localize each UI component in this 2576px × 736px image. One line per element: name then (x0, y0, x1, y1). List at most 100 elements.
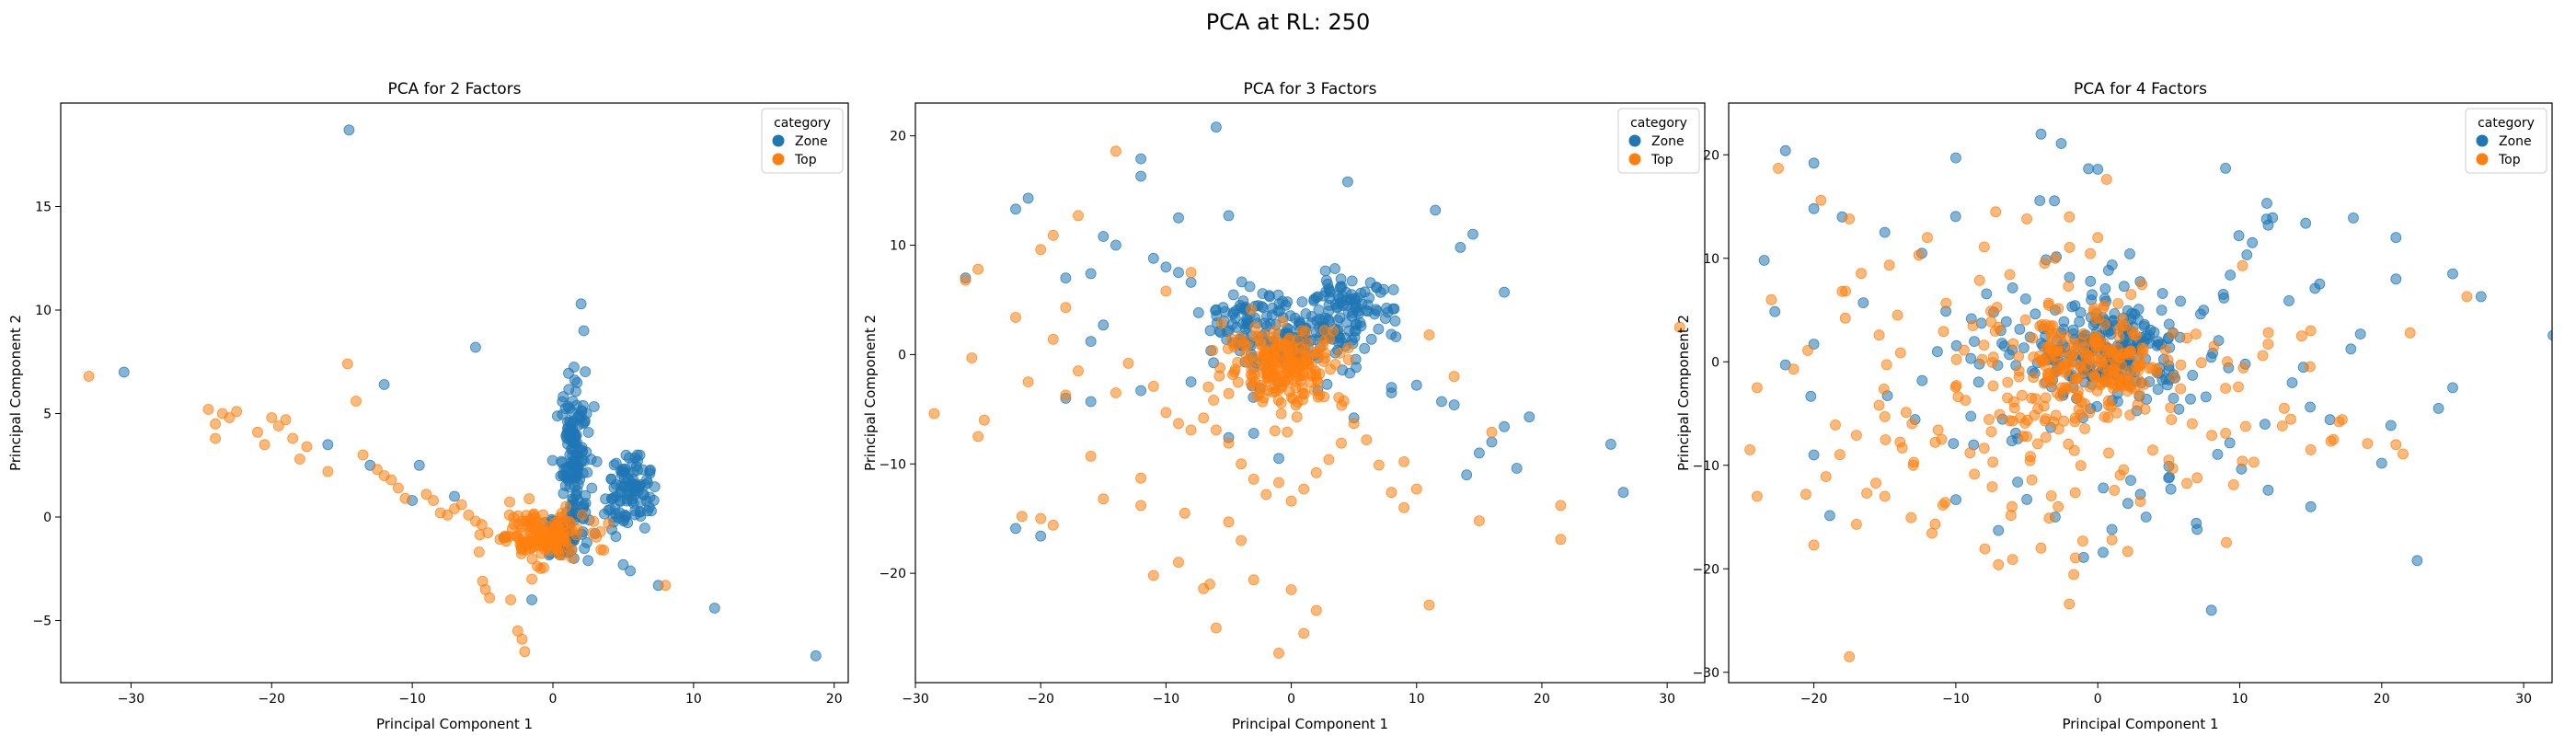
point-zone (605, 473, 617, 485)
point-zone (2447, 382, 2458, 394)
point-top (2136, 279, 2148, 291)
legend-marker-zone (772, 134, 785, 147)
point-zone (1378, 283, 1389, 295)
point-top (2159, 344, 2171, 355)
point-zone (1808, 157, 1820, 169)
point-top (1252, 356, 1263, 368)
point-top (2125, 289, 2137, 301)
point-zone (2375, 457, 2387, 469)
point-zone (591, 455, 603, 467)
point-top (2045, 490, 2057, 501)
point-zone (619, 511, 631, 523)
point-zone (2259, 419, 2271, 431)
point-zone (1135, 170, 1146, 182)
x-tick-label: 10 (685, 692, 702, 707)
x-tick-label: 0 (1287, 692, 1295, 707)
point-zone (625, 565, 636, 577)
point-top (1913, 249, 1925, 261)
point-top (2088, 370, 2099, 381)
point-top (1262, 385, 1273, 397)
point-zone (2262, 484, 2274, 496)
point-top (2077, 328, 2089, 339)
legend-label-zone: Zone (795, 134, 828, 149)
point-top (2044, 351, 2056, 363)
point-top (1204, 579, 1215, 590)
point-top (2089, 348, 2100, 360)
point-zone (1204, 325, 1216, 337)
point-top (1873, 399, 1885, 411)
point-zone (1244, 281, 1256, 293)
point-zone (2345, 343, 2357, 355)
point-top (1035, 512, 1047, 524)
point-top (1985, 316, 1997, 328)
point-zone (1085, 268, 1097, 280)
chart-panel-1: PCA for 2 Factors −30 −20 −10 0 10 20 −5 0 5 10 15 P… (7, 80, 849, 732)
point-zone (1808, 202, 1820, 214)
point-top (463, 509, 475, 521)
point-top (1815, 194, 1827, 206)
point-top (1275, 397, 1287, 408)
point-top (1938, 326, 1949, 338)
point-top (2239, 420, 2251, 432)
point-zone (2098, 482, 2110, 494)
point-top (1035, 244, 1047, 256)
point-zone (526, 594, 537, 605)
point-zone (2475, 291, 2487, 303)
point-zone (2175, 295, 2187, 307)
point-top (1318, 325, 1330, 337)
point-zone (1325, 286, 1336, 298)
point-top (1836, 285, 1848, 297)
point-top (2049, 367, 2061, 379)
point-zone (562, 472, 573, 484)
point-top (1905, 512, 1917, 523)
legend-title: category (2478, 116, 2535, 131)
point-top (1147, 569, 1159, 581)
point-top (2079, 422, 2091, 434)
point-top (1214, 362, 1225, 374)
point-top (1985, 305, 1996, 317)
point-top (2248, 456, 2260, 468)
y-tick-label: −10 (879, 457, 906, 472)
point-top (1311, 348, 1323, 360)
point-top (371, 464, 383, 476)
point-zone (580, 366, 592, 378)
point-zone (2014, 323, 2026, 335)
point-top (2040, 431, 2052, 443)
point-top (2043, 512, 2055, 524)
point-zone (1879, 226, 1891, 238)
y-tick-label: −20 (879, 567, 906, 581)
point-zone (1993, 524, 2005, 536)
x-tick-label: 30 (1659, 692, 1675, 707)
point-top (1173, 557, 1184, 569)
point-top (1334, 347, 1346, 359)
point-top (2162, 354, 2174, 366)
point-top (2190, 328, 2202, 340)
point-top (1216, 317, 1227, 329)
point-top (1297, 370, 1309, 381)
point-zone (2102, 264, 2114, 276)
point-top (594, 526, 606, 537)
y-tick-label: 20 (890, 130, 906, 144)
point-top (2109, 485, 2121, 496)
point-top (1844, 213, 1856, 224)
legend: category Zone Top (761, 108, 844, 174)
point-top (1986, 481, 1998, 492)
point-top (1873, 329, 1885, 341)
point-top (1929, 518, 1941, 530)
point-zone (2165, 483, 2177, 495)
point-zone (2124, 247, 2135, 259)
point-zone (1085, 396, 1097, 408)
point-zone (1289, 312, 1301, 324)
x-tick-label: −20 (259, 692, 286, 707)
point-top (484, 592, 496, 604)
point-zone (2205, 604, 2217, 616)
point-top (2092, 232, 2104, 244)
point-top (2106, 534, 2118, 546)
point-zone (449, 490, 460, 502)
point-top (1298, 627, 1310, 639)
point-top (1861, 488, 1872, 499)
point-zone (2286, 377, 2298, 388)
point-top (2007, 338, 2019, 350)
y-tick-label: 0 (1711, 355, 1719, 370)
point-top (1851, 430, 1862, 442)
